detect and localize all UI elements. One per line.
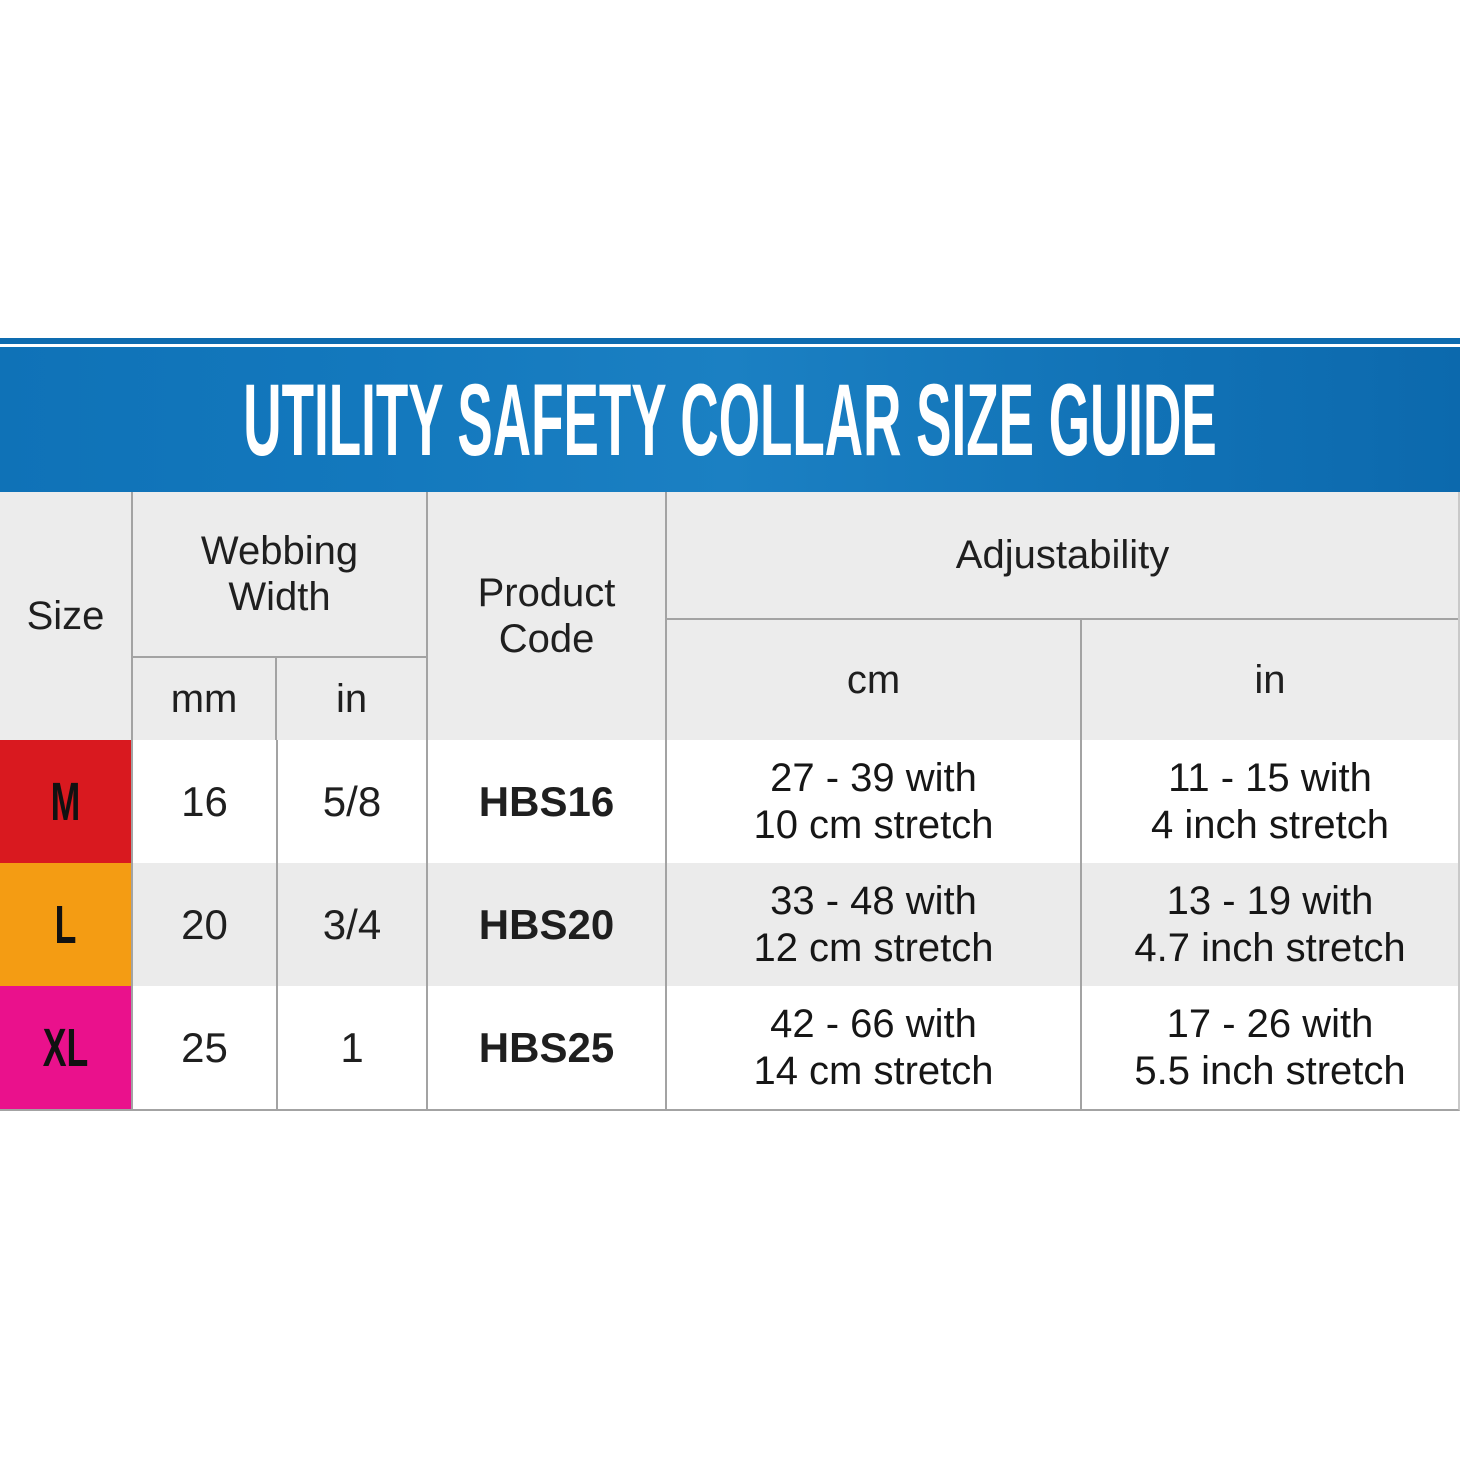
size-label: M xyxy=(50,771,81,832)
adjustability-in-line2: 4 inch stretch xyxy=(1151,802,1389,847)
header-adjustability-units: cm in xyxy=(667,620,1458,740)
adjustability-cm-line1: 27 - 39 with xyxy=(770,755,977,800)
banner-title: UTILITY SAFETY COLLAR SIZE GUIDE xyxy=(243,362,1217,477)
adjustability-cm-line1: 33 - 48 with xyxy=(770,878,977,923)
webbing-mm-value: 25 xyxy=(133,986,278,1109)
banner-gap xyxy=(0,344,1460,347)
header-adjustability: Adjustability xyxy=(667,492,1458,620)
adjustability-cm-line2: 10 cm stretch xyxy=(753,802,994,847)
size-guide-table: Size Webbing Width mm in Product Code Ad… xyxy=(0,492,1460,1111)
header-webbing-group: Webbing Width mm in xyxy=(133,492,428,740)
header-webbing-width-line2: Width xyxy=(228,575,331,619)
webbing-mm-value: 20 xyxy=(133,863,278,986)
header-webbing-width: Webbing Width xyxy=(133,492,426,658)
table-row-m: M 16 5/8 HBS16 27 - 39 with 10 cm stretc… xyxy=(0,740,1458,863)
webbing-in-value: 1 xyxy=(278,986,428,1109)
header-size: Size xyxy=(0,492,133,740)
adjustability-in-line1: 11 - 15 with xyxy=(1168,755,1372,800)
product-code-value: HBS20 xyxy=(428,863,667,986)
table-row-l: L 20 3/4 HBS20 33 - 48 with 12 cm stretc… xyxy=(0,863,1458,986)
size-label: XL xyxy=(42,1017,89,1078)
table-header: Size Webbing Width mm in Product Code Ad… xyxy=(0,492,1458,740)
webbing-in-value: 3/4 xyxy=(278,863,428,986)
header-product-code: Product Code xyxy=(428,492,667,740)
product-code-value: HBS25 xyxy=(428,986,667,1109)
header-adjustability-group: Adjustability cm in xyxy=(667,492,1458,740)
adjustability-in-line2: 4.7 inch stretch xyxy=(1134,925,1406,970)
adjustability-in-value: 17 - 26 with 5.5 inch stretch xyxy=(1082,986,1458,1109)
adjustability-cm-line2: 14 cm stretch xyxy=(753,1048,994,1093)
webbing-in-value: 5/8 xyxy=(278,740,428,863)
adjustability-cm-value: 33 - 48 with 12 cm stretch xyxy=(667,863,1082,986)
adjustability-in-value: 11 - 15 with 4 inch stretch xyxy=(1082,740,1458,863)
adjustability-in-line1: 17 - 26 with xyxy=(1166,1001,1374,1046)
header-webbing-units: mm in xyxy=(133,658,426,740)
adjustability-cm-line1: 42 - 66 with xyxy=(770,1001,977,1046)
adjustability-in-line2: 5.5 inch stretch xyxy=(1134,1048,1406,1093)
header-product-code-line1: Product xyxy=(477,571,616,615)
adjustability-in-value: 13 - 19 with 4.7 inch stretch xyxy=(1082,863,1458,986)
header-webbing-width-line1: Webbing xyxy=(200,529,359,573)
table-row-xl: XL 25 1 HBS25 42 - 66 with 14 cm stretch… xyxy=(0,986,1458,1109)
webbing-mm-value: 16 xyxy=(133,740,278,863)
header-unit-in: in xyxy=(335,676,368,721)
size-badge-xl: XL xyxy=(0,986,133,1109)
banner-top-rule xyxy=(0,338,1460,344)
banner: UTILITY SAFETY COLLAR SIZE GUIDE xyxy=(0,347,1460,492)
banner-block: UTILITY SAFETY COLLAR SIZE GUIDE xyxy=(0,0,1460,492)
size-label: L xyxy=(54,894,77,955)
adjustability-cm-value: 42 - 66 with 14 cm stretch xyxy=(667,986,1082,1109)
header-product-code-line2: Code xyxy=(498,617,595,661)
adjustability-in-line1: 13 - 19 with xyxy=(1166,878,1374,923)
size-badge-l: L xyxy=(0,863,133,986)
size-badge-m: M xyxy=(0,740,133,863)
header-unit-cm: cm xyxy=(667,620,1082,740)
adjustability-cm-value: 27 - 39 with 10 cm stretch xyxy=(667,740,1082,863)
product-code-value: HBS16 xyxy=(428,740,667,863)
adjustability-cm-line2: 12 cm stretch xyxy=(753,925,994,970)
header-unit-in-adjust: in xyxy=(1254,657,1286,702)
header-unit-mm: mm xyxy=(133,658,278,740)
